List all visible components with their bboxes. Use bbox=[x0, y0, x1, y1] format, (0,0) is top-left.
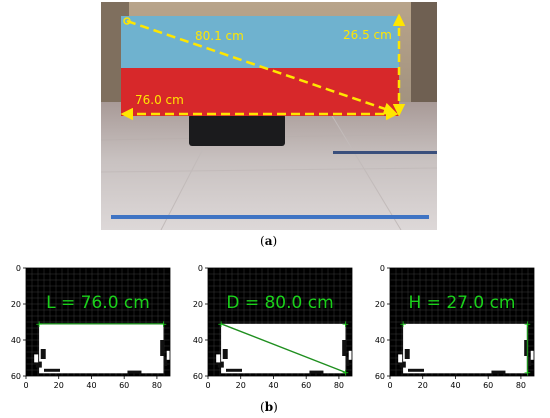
segmentation-noise bbox=[226, 368, 242, 372]
y-tick-label: 60 bbox=[375, 372, 385, 381]
corner-marker bbox=[123, 17, 131, 25]
tile-line bbox=[330, 113, 402, 230]
y-tick-label: 0 bbox=[16, 264, 21, 273]
y-tick-label: 0 bbox=[380, 264, 385, 273]
x-tick-label: 60 bbox=[119, 381, 129, 390]
x-tick-label: 0 bbox=[205, 381, 210, 390]
x-tick-label: 40 bbox=[268, 381, 278, 390]
segmentation-noise bbox=[404, 349, 410, 359]
corner-marker: + bbox=[399, 320, 407, 330]
y-tick-label: 40 bbox=[193, 336, 203, 345]
y-tick-label: 40 bbox=[11, 336, 21, 345]
segmentation-noise bbox=[34, 354, 39, 363]
x-tick-label: 0 bbox=[387, 381, 392, 390]
y-tick-label: 40 bbox=[375, 336, 385, 345]
length-label: 76.0 cm bbox=[135, 93, 184, 107]
segmentation-noise bbox=[530, 350, 534, 360]
box-bottom bbox=[121, 68, 399, 116]
x-tick-label: 80 bbox=[152, 381, 162, 390]
box-stand bbox=[189, 114, 285, 146]
x-tick-label: 80 bbox=[516, 381, 526, 390]
segmentation-noise bbox=[398, 354, 403, 363]
height-label: 26.5 cm bbox=[343, 28, 392, 42]
segmentation-noise bbox=[346, 358, 350, 366]
wall-panel-right bbox=[411, 2, 437, 110]
endpoint-marker: + bbox=[342, 368, 350, 378]
segmentation-noise bbox=[40, 349, 46, 359]
endpoint-marker: + bbox=[160, 320, 168, 330]
box-top bbox=[121, 16, 399, 68]
segmentation-noise bbox=[399, 361, 406, 368]
y-tick-label: 60 bbox=[11, 372, 21, 381]
x-tick-label: 20 bbox=[418, 381, 428, 390]
y-tick-label: 20 bbox=[375, 300, 385, 309]
measurement-text: D = 80.0 cm bbox=[226, 293, 333, 313]
y-tick-label: 20 bbox=[11, 300, 21, 309]
segmentation-noise bbox=[127, 370, 142, 374]
measurement-text: L = 76.0 cm bbox=[46, 293, 150, 313]
segmentation-noise bbox=[164, 358, 168, 366]
plot-frame bbox=[207, 267, 353, 377]
segmentation-noise bbox=[160, 340, 165, 356]
plot-frame bbox=[25, 267, 171, 377]
segmentation-noise bbox=[491, 370, 506, 374]
corner-marker: + bbox=[342, 320, 350, 330]
x-tick-label: 60 bbox=[483, 381, 493, 390]
diagonal-label: 80.1 cm bbox=[195, 29, 244, 43]
measurement-line bbox=[220, 323, 346, 374]
x-tick-label: 80 bbox=[334, 381, 344, 390]
x-tick-label: 40 bbox=[86, 381, 96, 390]
measurement-text: H = 27.0 cm bbox=[409, 293, 516, 313]
y-tick-label: 60 bbox=[193, 372, 203, 381]
floor-tape bbox=[111, 215, 429, 219]
segmented-box bbox=[403, 323, 528, 374]
endpoint-marker: + bbox=[217, 320, 225, 330]
y-tick-label: 20 bbox=[193, 300, 203, 309]
caption-a: (a) bbox=[260, 234, 278, 248]
x-tick-label: 20 bbox=[54, 381, 64, 390]
photo-measurement: 80.1 cm 26.5 cm 76.0 cm bbox=[101, 2, 437, 230]
diagonal-arrow bbox=[126, 19, 397, 115]
segmentation-noise bbox=[528, 358, 532, 366]
segmentation-noise bbox=[35, 361, 42, 368]
y-tick-label: 0 bbox=[198, 264, 203, 273]
segmentation-noise bbox=[44, 368, 60, 372]
segmentation-noise bbox=[222, 349, 228, 359]
endpoint-marker: + bbox=[524, 320, 532, 330]
x-tick-label: 0 bbox=[23, 381, 28, 390]
endpoint-marker: + bbox=[524, 368, 532, 378]
segmentation-noise bbox=[309, 370, 324, 374]
x-tick-label: 60 bbox=[301, 381, 311, 390]
segmentation-noise bbox=[166, 350, 170, 360]
segmented-box bbox=[39, 323, 164, 374]
plot-frame bbox=[389, 267, 535, 377]
segmentation-noise bbox=[348, 350, 352, 360]
segmentation-noise bbox=[524, 340, 529, 356]
segmentation-noise bbox=[216, 354, 221, 363]
segmentation-noise bbox=[217, 361, 224, 368]
endpoint-marker: + bbox=[35, 320, 43, 330]
tile-line bbox=[101, 167, 437, 173]
floor-tape bbox=[333, 151, 437, 154]
x-tick-label: 40 bbox=[450, 381, 460, 390]
segmentation-noise bbox=[408, 368, 424, 372]
segmentation-noise bbox=[342, 340, 347, 356]
caption-b: (b) bbox=[260, 400, 278, 414]
x-tick-label: 20 bbox=[236, 381, 246, 390]
